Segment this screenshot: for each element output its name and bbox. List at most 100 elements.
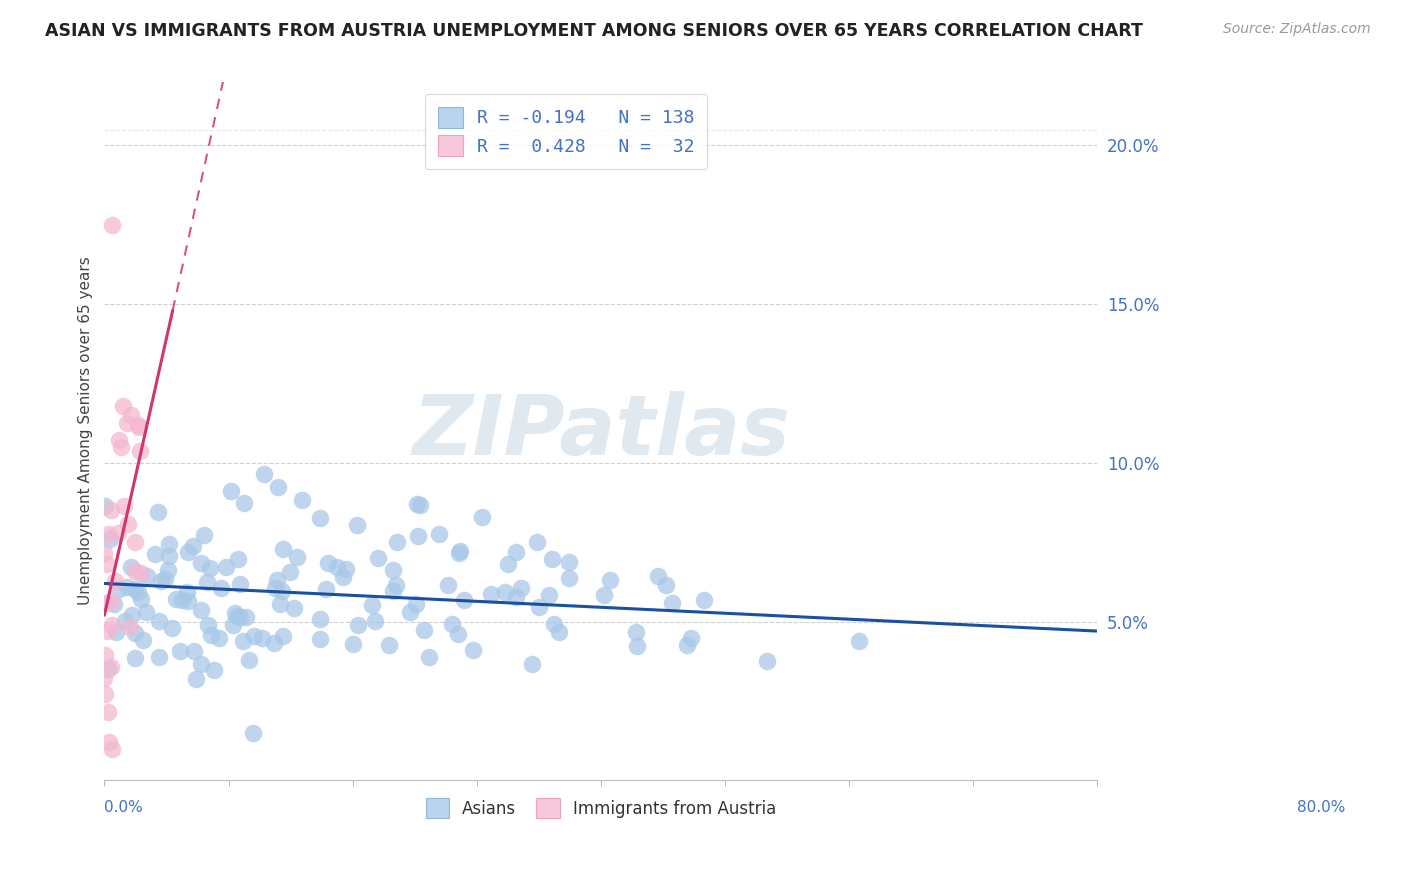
Point <box>207 632 229 646</box>
Point <box>97 662 120 676</box>
Point <box>471 510 494 524</box>
Point <box>108 582 131 597</box>
Point <box>543 617 565 632</box>
Point <box>96 557 118 571</box>
Point <box>427 526 450 541</box>
Point <box>405 498 427 512</box>
Point <box>93 596 115 610</box>
Point <box>143 547 166 561</box>
Point <box>228 610 250 624</box>
Point <box>98 532 121 546</box>
Point <box>121 607 143 622</box>
Point <box>441 617 464 632</box>
Point <box>183 644 205 658</box>
Point <box>98 735 121 749</box>
Point <box>110 440 132 454</box>
Point <box>135 605 157 619</box>
Point <box>558 571 581 585</box>
Point <box>132 633 155 648</box>
Point <box>271 583 294 598</box>
Point <box>190 657 212 671</box>
Point <box>93 671 115 685</box>
Legend: Asians, Immigrants from Austria: Asians, Immigrants from Austria <box>419 792 783 824</box>
Point <box>195 575 218 590</box>
Point <box>221 483 243 498</box>
Point <box>647 568 669 582</box>
Point <box>547 625 569 640</box>
Point <box>190 603 212 617</box>
Point <box>361 598 384 612</box>
Point <box>593 589 616 603</box>
Point <box>215 559 238 574</box>
Point <box>117 580 139 594</box>
Point <box>413 624 436 638</box>
Point <box>177 544 200 558</box>
Point <box>692 593 714 607</box>
Point <box>169 644 191 658</box>
Point <box>96 624 118 638</box>
Point <box>285 550 308 565</box>
Point <box>120 560 142 574</box>
Point <box>221 618 243 632</box>
Point <box>232 496 254 510</box>
Point <box>238 653 260 667</box>
Point <box>107 526 129 541</box>
Point <box>538 588 561 602</box>
Point <box>165 592 187 607</box>
Y-axis label: Unemployment Among Seniors over 65 years: Unemployment Among Seniors over 65 years <box>79 257 93 606</box>
Point <box>367 551 389 566</box>
Point <box>447 546 470 560</box>
Point <box>271 542 294 557</box>
Point <box>224 606 246 620</box>
Point <box>162 621 184 635</box>
Point <box>655 578 678 592</box>
Point <box>541 552 564 566</box>
Point <box>131 566 153 580</box>
Point <box>96 527 118 541</box>
Point <box>229 576 252 591</box>
Point <box>107 434 129 448</box>
Point <box>510 581 533 595</box>
Point <box>242 630 264 644</box>
Point <box>385 577 408 591</box>
Point <box>148 614 170 628</box>
Point <box>283 601 305 615</box>
Point <box>225 609 247 624</box>
Point <box>124 535 146 549</box>
Point <box>129 443 152 458</box>
Point <box>200 628 222 642</box>
Point <box>309 632 332 646</box>
Point <box>235 610 257 624</box>
Point <box>526 535 548 549</box>
Text: 0.0%: 0.0% <box>104 800 143 815</box>
Point <box>97 705 120 719</box>
Point <box>558 555 581 569</box>
Point <box>453 593 475 607</box>
Point <box>342 637 364 651</box>
Point <box>112 399 135 413</box>
Point <box>100 660 122 674</box>
Point <box>406 529 429 543</box>
Point <box>315 582 337 597</box>
Point <box>494 585 516 599</box>
Text: Source: ZipAtlas.com: Source: ZipAtlas.com <box>1223 22 1371 37</box>
Point <box>347 618 370 632</box>
Point <box>157 536 180 550</box>
Point <box>117 517 139 532</box>
Point <box>146 505 169 519</box>
Point <box>269 597 291 611</box>
Point <box>198 561 221 575</box>
Point <box>115 416 138 430</box>
Point <box>505 590 527 604</box>
Point <box>346 518 368 533</box>
Point <box>124 582 146 596</box>
Point <box>382 583 405 598</box>
Point <box>124 565 146 579</box>
Point <box>679 632 702 646</box>
Point <box>267 480 290 494</box>
Point <box>496 558 519 572</box>
Point <box>271 629 294 643</box>
Point <box>94 500 117 514</box>
Point <box>127 417 149 432</box>
Point <box>263 636 285 650</box>
